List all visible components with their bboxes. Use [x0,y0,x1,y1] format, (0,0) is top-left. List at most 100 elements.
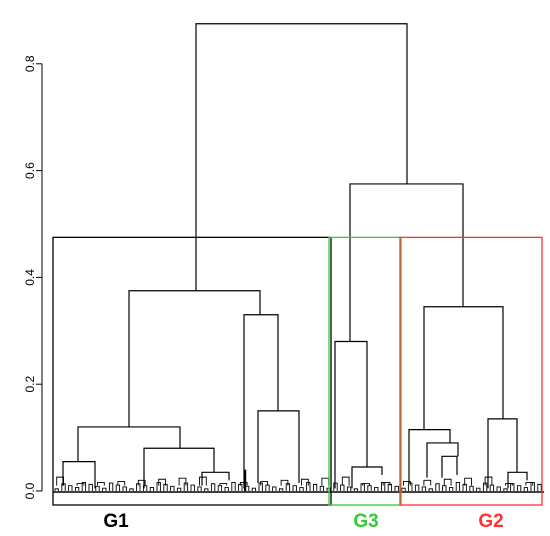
dendrogram-leaf-link [95,485,100,491]
dendrogram-leaf-link [340,484,345,491]
dendrogram-leaf-link [129,488,134,491]
dendrogram-leaf-link [280,479,289,486]
dendrogram-leaf-link [176,487,182,491]
dendrogram-leaf-link [74,487,80,491]
dendrogram-leaf-link [81,482,87,491]
cluster-box-g2 [399,236,543,506]
dendrogram-leaf-link [210,483,216,491]
cluster-label-g1: G1 [103,511,129,532]
dendrogram-leaf-link [484,476,493,486]
dendrogram-leaf-link [346,486,352,491]
dendrogram-leaf-link [76,483,85,486]
dendrogram-leaf-link [97,482,105,486]
dendrogram-leaf-link [224,487,229,491]
dendrogram-leaf-link [448,487,454,491]
y-tick-label: 0.8 [23,55,37,72]
dendrogram-leaf-link [265,484,270,491]
dendrogram-leaf-link [516,485,522,491]
dendrogram-leaf-link [333,482,338,491]
dendrogram-leaf-link [503,488,508,491]
dendrogram-leaf-link [537,483,542,491]
y-tick-label: 0.4 [23,269,37,286]
dendrogram-leaf-link [115,484,121,491]
dendrogram-link [349,183,464,342]
dendrogram-leaf-link [108,482,114,491]
dendrogram-link [62,461,96,489]
cluster-label-g3: G3 [353,511,378,532]
dendrogram-leaf-link [88,483,93,491]
dendrogram-tree [53,23,544,493]
dendrogram-leaf-link [117,480,126,486]
dendrogram-leaf-link [382,482,391,486]
dendrogram-leaf-link [122,486,127,491]
dendrogram-link [441,455,458,478]
dendrogram-leaf-link [394,485,399,491]
dendrogram-link [408,428,451,483]
dendrogram-leaf-link [428,488,433,491]
dendrogram-leaf-link [272,486,277,491]
dendrogram-link [201,471,230,486]
dendrogram-link [507,471,528,489]
dendrogram-leaf-link [102,487,107,491]
dendrogram-leaf-link [489,484,495,491]
dendrogram-leaf-link [68,485,73,491]
dendrogram-leaf-link [476,487,481,491]
y-tick-label: 0.6 [23,162,37,179]
dendrogram-leaf-link [505,483,513,486]
dendrogram-leaf-link [149,487,155,491]
dendrogram-leaf-link [219,483,228,486]
dendrogram-leaf-link [178,477,187,486]
dendrogram-leaf-link [251,487,257,491]
cluster-groups: G1 G3 G2 [52,236,543,532]
dendrogram-leaf-link [367,485,372,491]
dendrogram-leaf-link [292,485,297,491]
dendrogram-leaf-link [496,486,501,491]
dendrogram-leaf-link [435,483,440,491]
dendrogram-leaf-link [278,488,284,491]
dense-leaf-block [244,469,247,491]
dendrogram-leaf-link [443,478,452,486]
dendrogram-leaf-link [442,485,447,491]
dendrogram-leaf-link [158,478,166,486]
dendrogram-link [351,466,383,489]
dendrogram-leaf-link [401,487,406,491]
dendrogram-link [257,410,300,483]
dendrogram-leaf-link [217,485,223,491]
dendrogram-link [77,426,181,462]
dendrogram-leaf-link [421,486,427,491]
dendrogram-leaf-link [319,485,325,491]
dendrogram-leaf-link [190,484,195,491]
dendrogram-link [243,314,279,489]
dendrogram-leaf-link [54,488,59,491]
dendrogram-leaf-link [362,483,370,486]
dendrogram-leaf-link [321,477,330,486]
cluster-label-g2: G2 [478,511,503,532]
dendrogram-leaf-link [299,487,304,491]
dendrogram-link [423,306,504,430]
dendrogram-leaf-link [423,479,432,486]
dendrogram-leaf-link [469,485,474,491]
dendrogram-link [195,23,408,291]
dendrogram-leaf-link [414,484,420,491]
dendrogram-leaf-link [464,477,472,486]
dendrogram-leaf-link [374,487,379,491]
dendrogram-leaf-link [170,485,175,491]
y-tick-label: 0.2 [23,376,37,393]
dendrogram-leaf-link [353,488,359,491]
dendrogram-link [426,442,459,478]
dendrogram-leaf-link [525,482,534,486]
dendrogram-leaf-link [455,482,461,491]
dendrogram-leaf-link [301,478,309,486]
dendrogram-leaf-link [199,476,207,486]
dendrogram-leaf-link [137,479,146,486]
dendrogram-leaf-link [239,482,248,486]
cluster-box-g1 [52,236,332,506]
cluster-box-g3 [328,236,402,506]
dendrogram-link [128,290,261,427]
dendrogram-leaf-link [403,480,411,486]
y-axis: 0.0 0.2 0.4 0.6 0.8 [23,55,43,499]
dendrogram-leaf-link [312,483,318,491]
dendrogram-leaf-link [523,487,529,491]
y-tick-label: 0.0 [23,482,37,499]
